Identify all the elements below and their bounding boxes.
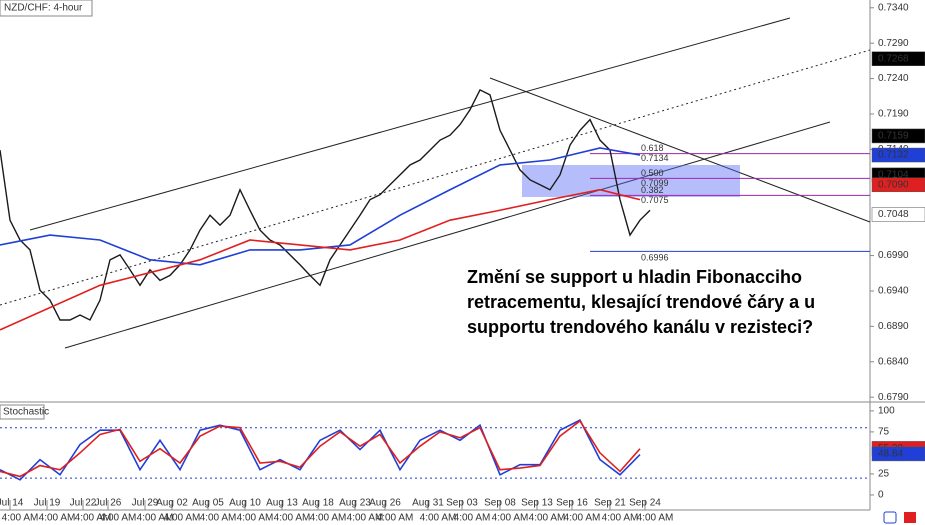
- chart-title: NZD/CHF: 4-hour: [4, 3, 83, 14]
- price-marker: [871, 51, 925, 67]
- price-marker-label: 0.7104: [878, 170, 909, 181]
- close-icon[interactable]: [904, 512, 916, 523]
- x-tick-label: Aug 10: [229, 498, 261, 509]
- time-label: 4:00 AM: [529, 513, 566, 524]
- price-marker-label: 0.7132: [878, 150, 909, 161]
- fib-price: 0.7075: [641, 195, 669, 205]
- x-tick-label: Aug 18: [302, 498, 334, 509]
- time-label: 4:00 AM: [200, 513, 237, 524]
- y-tick-label: 25: [878, 469, 890, 480]
- x-tick-label: Aug 31: [412, 498, 444, 509]
- price-marker-label: 0.7159: [878, 131, 909, 142]
- time-label: 4:00 AM: [39, 513, 76, 524]
- y-tick-label: 0.6940: [878, 286, 909, 297]
- descending-trendline: [489, 77, 871, 223]
- x-tick-label: Jul 19: [34, 498, 61, 509]
- annotation: Změní se support u hladin Fibonacciho: [467, 267, 802, 287]
- y-tick-label: 0.7190: [878, 109, 909, 120]
- price-marker: [871, 147, 925, 163]
- x-tick-label: Aug 26: [369, 498, 401, 509]
- settings-icon[interactable]: [883, 511, 897, 524]
- time-label: 4:00 AM: [564, 513, 601, 524]
- x-tick-label: Jul 14: [0, 498, 24, 509]
- price-marker-label: 0.7090: [878, 179, 909, 190]
- time-label: 4:00 AM: [454, 513, 491, 524]
- price-marker: [871, 207, 925, 222]
- y-tick-label: 0.7290: [878, 38, 909, 49]
- x-tick-label: Jul 29: [132, 498, 159, 509]
- time-label: 4:00 AM: [100, 513, 137, 524]
- time-label: 4:00 AM: [2, 513, 39, 524]
- series-line: [0, 188, 641, 331]
- x-tick-label: Aug 05: [192, 498, 224, 509]
- annotation: supportu trendového kanálu v rezisteci?: [467, 317, 813, 337]
- fib-level: 0.382: [641, 185, 664, 195]
- time-label: 4:00 AM: [75, 513, 112, 524]
- x-tick-label: Sep 08: [484, 498, 516, 509]
- y-tick-label: 0.7340: [878, 2, 909, 13]
- y-tick-label: 0.6890: [878, 321, 909, 332]
- time-label: 4:00 AM: [602, 513, 639, 524]
- y-tick-label: 75: [878, 427, 890, 438]
- fib-price: 0.7134: [641, 153, 669, 163]
- time-label: 4:00 AM: [164, 513, 201, 524]
- stoch-title-box: [0, 404, 45, 420]
- series-line: [0, 419, 641, 478]
- x-tick-label: Sep 03: [446, 498, 478, 509]
- annotation: retracementu, klesající trendové čáry a …: [467, 292, 815, 312]
- y-tick-label: 0: [878, 490, 884, 501]
- time-label: 4:00 AM: [492, 513, 529, 524]
- time-label: 4:00 AM: [137, 513, 174, 524]
- fib-level: 0.618: [641, 143, 664, 153]
- x-tick-label: Sep 16: [556, 498, 588, 509]
- time-label: 4:00 AM: [274, 513, 311, 524]
- x-tick-label: Sep 21: [594, 498, 626, 509]
- x-tick-label: Aug 23: [339, 498, 371, 509]
- time-label: 4:00 AM: [310, 513, 347, 524]
- fib-level: 0.500: [641, 168, 664, 178]
- fib-zone: [522, 165, 740, 197]
- price-marker: [871, 177, 925, 193]
- y-tick-label: 100: [878, 406, 895, 417]
- price-marker-label: 0.7268: [878, 53, 909, 64]
- support-label: 0.6996: [641, 253, 669, 263]
- title-box: [0, 0, 93, 17]
- x-tick-label: Aug 02: [156, 498, 188, 509]
- time-label: 4:00 AM: [420, 513, 457, 524]
- y-tick-label: 0.7240: [878, 73, 909, 84]
- x-tick-label: Jul 26: [95, 498, 122, 509]
- price-marker-label: 0.7048: [878, 209, 909, 220]
- time-label: 4:00 AM: [377, 513, 414, 524]
- x-tick-label: Sep 24: [629, 498, 661, 509]
- price-marker: [871, 446, 925, 462]
- time-label: 4:00 AM: [347, 513, 384, 524]
- channel-mid: [0, 49, 871, 306]
- price-marker-label: 48.84: [878, 449, 903, 460]
- x-tick-label: Sep 13: [521, 498, 553, 509]
- channel-lower: [64, 121, 831, 349]
- series-line: [0, 419, 641, 481]
- channel-upper: [29, 17, 791, 231]
- x-tick-label: Jul 22: [70, 498, 97, 509]
- time-label: 4:00 AM: [237, 513, 274, 524]
- stoch-title: Stochastic: [3, 407, 49, 418]
- x-tick-label: Aug 13: [266, 498, 298, 509]
- y-tick-label: 0.6840: [878, 356, 909, 367]
- y-tick-label: 0.6790: [878, 392, 909, 403]
- time-label: 4:00 AM: [637, 513, 674, 524]
- series-line: [0, 88, 651, 321]
- y-tick-label: 0.6990: [878, 250, 909, 261]
- price-marker: [871, 128, 925, 144]
- fib-price: 0.7099: [641, 178, 669, 188]
